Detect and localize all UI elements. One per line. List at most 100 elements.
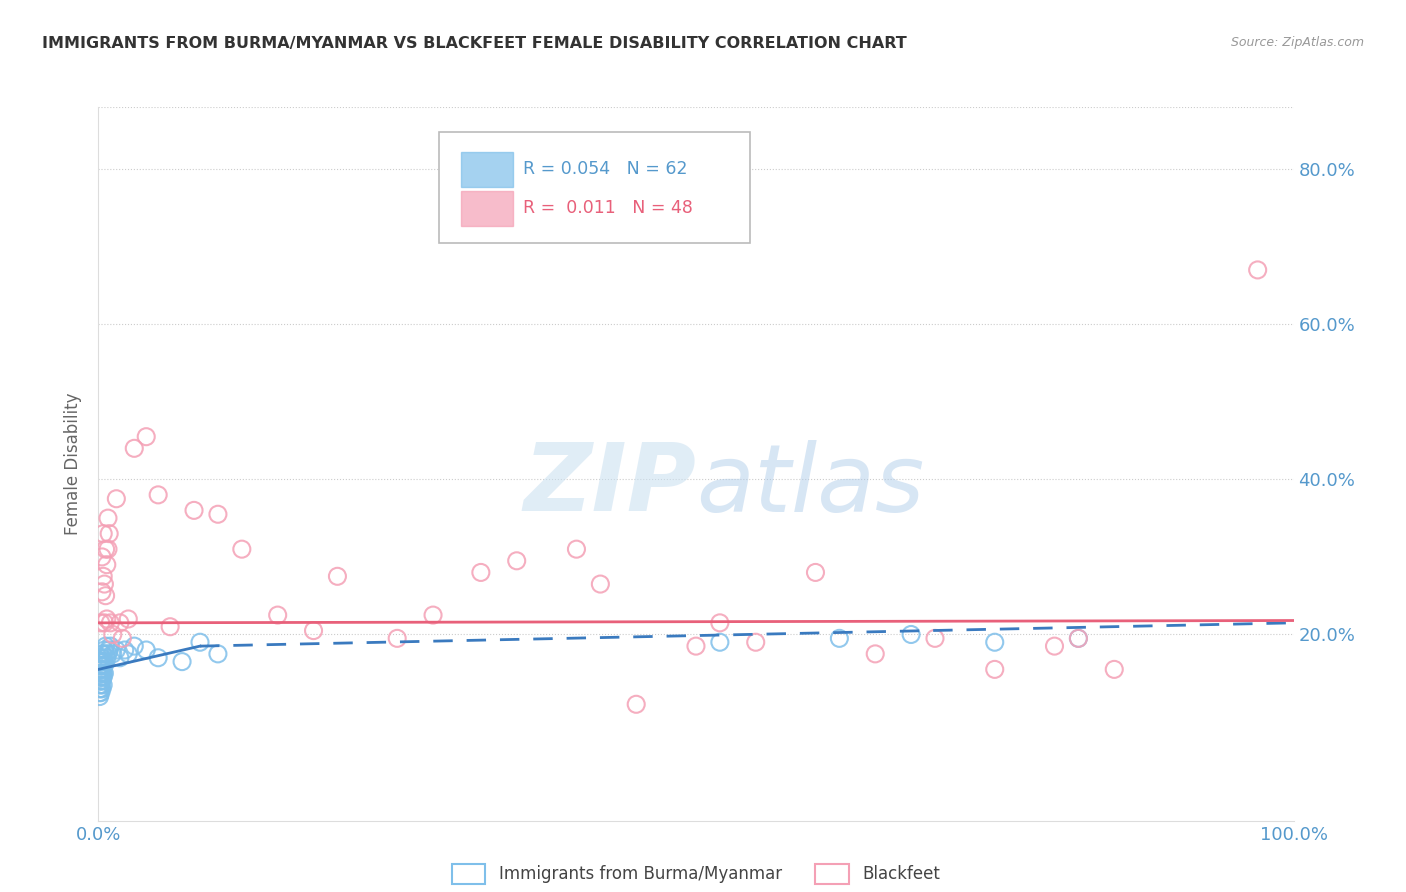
Point <box>98 526 121 541</box>
Point <box>984 662 1007 676</box>
Point <box>90 615 112 630</box>
Point <box>90 662 112 676</box>
Point <box>94 647 117 661</box>
Point <box>101 647 124 661</box>
Point <box>89 681 111 696</box>
Point <box>93 655 115 669</box>
Point <box>105 491 128 506</box>
Point <box>91 655 114 669</box>
Point <box>385 632 409 646</box>
Point <box>94 589 117 603</box>
Point <box>101 627 124 641</box>
Point <box>90 666 112 681</box>
Point <box>114 643 136 657</box>
Point <box>97 647 120 661</box>
Point <box>124 442 146 456</box>
FancyBboxPatch shape <box>461 191 513 227</box>
Point <box>90 670 112 684</box>
Point <box>685 639 707 653</box>
Point <box>1067 632 1090 646</box>
Point <box>124 639 146 653</box>
Point <box>863 647 887 661</box>
Point <box>98 639 122 653</box>
Point <box>117 612 139 626</box>
Point <box>135 643 157 657</box>
Point <box>91 647 114 661</box>
Point <box>91 658 114 673</box>
Text: IMMIGRANTS FROM BURMA/MYANMAR VS BLACKFEET FEMALE DISABILITY CORRELATION CHART: IMMIGRANTS FROM BURMA/MYANMAR VS BLACKFE… <box>42 36 907 51</box>
Point <box>302 624 325 638</box>
Point <box>91 569 114 583</box>
Text: atlas: atlas <box>696 440 924 531</box>
Point <box>90 681 112 696</box>
Point <box>97 542 120 557</box>
Point <box>159 620 181 634</box>
Point <box>91 670 114 684</box>
Point <box>709 635 731 649</box>
Point <box>94 542 117 557</box>
Point <box>91 549 114 564</box>
Point <box>111 632 134 646</box>
Point <box>98 643 121 657</box>
Point <box>97 511 120 525</box>
Point <box>90 658 112 673</box>
Point <box>89 658 111 673</box>
Text: R =  0.011   N = 48: R = 0.011 N = 48 <box>523 200 693 218</box>
Point <box>89 655 111 669</box>
Text: ZIP: ZIP <box>523 439 696 532</box>
Text: R = 0.054   N = 62: R = 0.054 N = 62 <box>523 161 688 178</box>
Point <box>231 542 253 557</box>
Point <box>135 430 157 444</box>
Point <box>91 666 114 681</box>
Y-axis label: Female Disability: Female Disability <box>65 392 83 535</box>
Point <box>90 650 112 665</box>
Point <box>565 542 588 557</box>
Point <box>91 655 114 669</box>
Point <box>91 647 114 661</box>
Point <box>90 678 112 692</box>
Point <box>91 526 114 541</box>
Point <box>91 662 114 676</box>
Point <box>1067 632 1090 646</box>
Point <box>93 577 115 591</box>
Point <box>422 608 444 623</box>
Point <box>90 655 112 669</box>
Point <box>93 643 115 657</box>
FancyBboxPatch shape <box>439 132 749 243</box>
Point <box>1246 263 1268 277</box>
Point <box>589 577 612 591</box>
Point <box>89 662 111 676</box>
Point <box>1102 662 1125 676</box>
Point <box>93 615 115 630</box>
Point <box>1043 639 1066 653</box>
Point <box>745 635 768 649</box>
Point <box>91 584 114 599</box>
Point <box>470 566 492 580</box>
Point <box>96 612 118 626</box>
Point <box>148 488 170 502</box>
Point <box>91 678 114 692</box>
Point <box>984 635 1007 649</box>
Point <box>96 650 118 665</box>
Point <box>207 508 229 522</box>
Point <box>828 632 851 646</box>
Point <box>91 658 114 673</box>
Point <box>90 686 112 700</box>
Text: Source: ZipAtlas.com: Source: ZipAtlas.com <box>1230 36 1364 49</box>
Point <box>117 647 139 661</box>
Point <box>96 558 118 572</box>
Point <box>188 635 211 649</box>
Point <box>267 608 290 623</box>
Point <box>804 566 827 580</box>
Point <box>326 569 349 583</box>
Point <box>89 678 111 692</box>
Point <box>91 673 114 688</box>
Point <box>94 639 117 653</box>
Point <box>91 650 114 665</box>
Point <box>626 698 648 712</box>
Point <box>506 554 529 568</box>
Point <box>183 503 205 517</box>
Point <box>91 662 114 676</box>
Point <box>93 666 115 681</box>
Point <box>709 615 731 630</box>
